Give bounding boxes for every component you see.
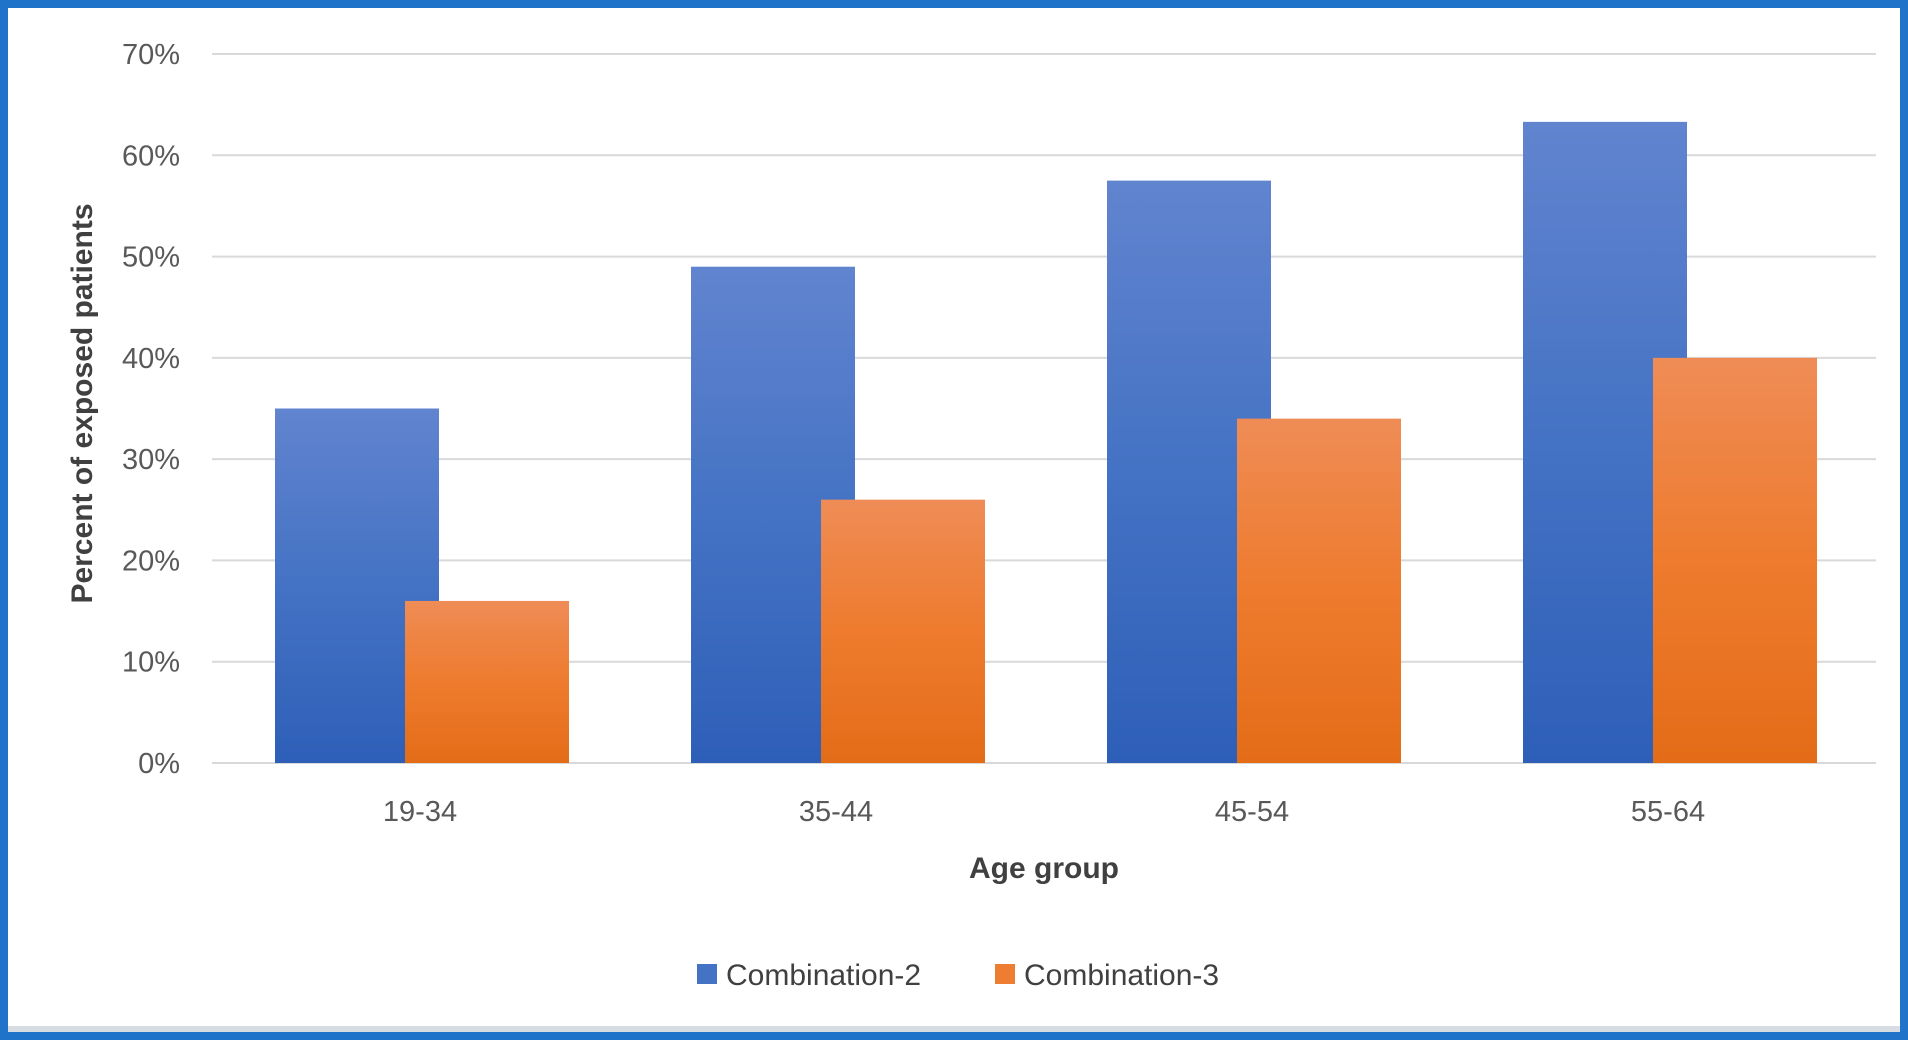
y-tick-label: 0%: [138, 748, 180, 780]
frame-bottom-strip: [8, 1026, 1900, 1032]
y-tick-label: 20%: [122, 545, 180, 577]
x-tick-label: 55-64: [1631, 796, 1705, 828]
x-tick-label: 45-54: [1215, 796, 1289, 828]
bars: [275, 121, 1817, 763]
x-axis-title: Age group: [969, 852, 1119, 885]
legend-swatch-combination-3: [995, 964, 1015, 984]
legend-label-combination-3: Combination-3: [1024, 959, 1219, 992]
y-tick-label: 40%: [122, 343, 180, 375]
y-axis-tick-labels: 0% 10% 20% 30% 40% 50% 60% 70%: [122, 39, 180, 780]
x-axis-tick-labels: 19-34 35-44 45-54 55-64: [383, 796, 1705, 828]
legend-label-combination-2: Combination-2: [726, 959, 921, 992]
bar-combination-3-55-64: [1653, 357, 1817, 763]
x-tick-label: 19-34: [383, 796, 457, 828]
bar-combination-3-35-44: [821, 499, 985, 763]
y-tick-label: 60%: [122, 140, 180, 172]
legend: Combination-2 Combination-3: [697, 959, 1219, 992]
y-tick-label: 70%: [122, 39, 180, 71]
legend-swatch-combination-2: [697, 964, 717, 984]
y-tick-label: 10%: [122, 647, 180, 679]
x-tick-label: 35-44: [799, 796, 873, 828]
y-tick-label: 50%: [122, 242, 180, 274]
bar-combination-3-19-34: [405, 600, 569, 763]
bar-combination-3-45-54: [1237, 418, 1401, 763]
y-axis-title: Percent of exposed patients: [66, 203, 99, 603]
y-tick-label: 30%: [122, 444, 180, 476]
